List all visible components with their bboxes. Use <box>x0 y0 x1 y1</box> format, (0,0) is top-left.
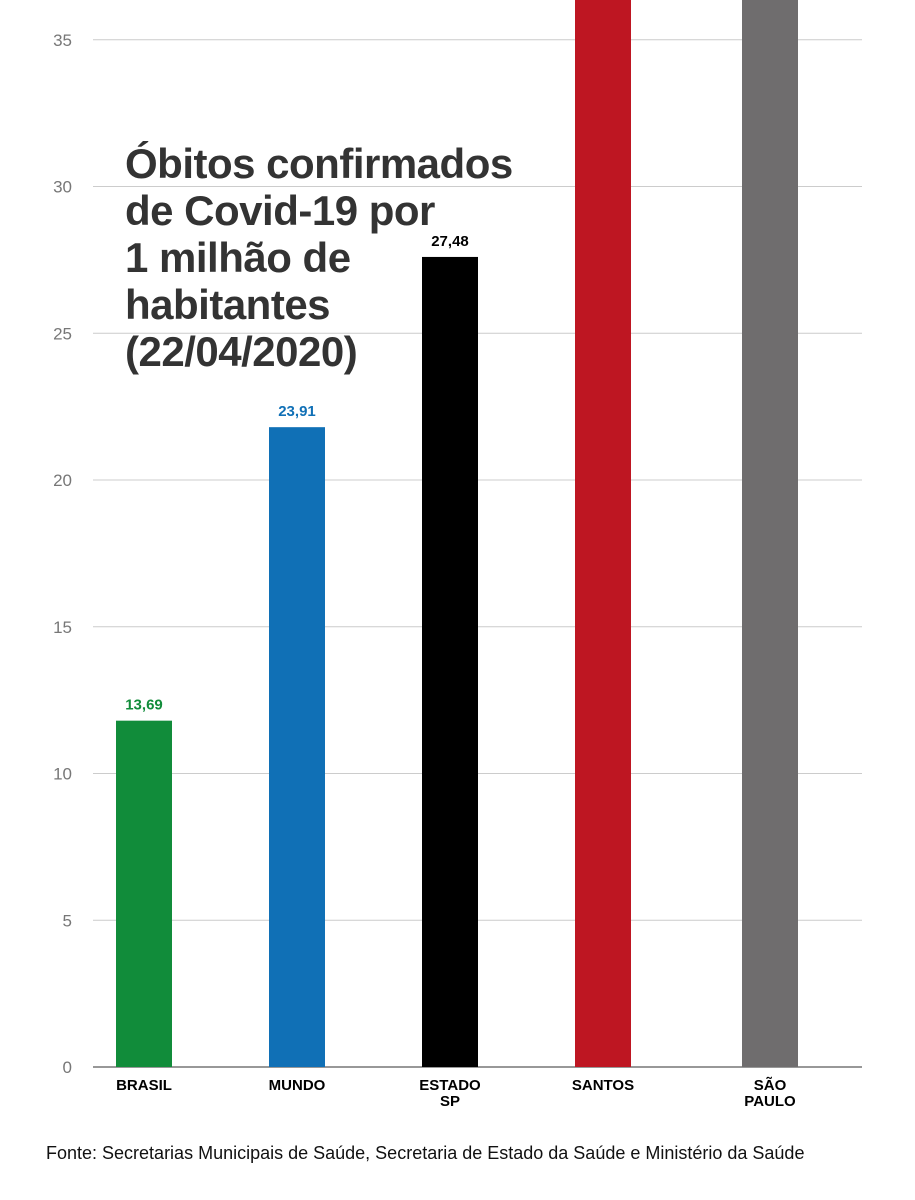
chart-title: Óbitos confirmados de Covid-19 por 1 mil… <box>125 140 565 375</box>
value-label: 13,69 <box>125 697 163 714</box>
category-label: SANTOS <box>572 1077 634 1094</box>
category-label: SP <box>440 1093 460 1110</box>
y-axis-ticks: 051015202530354045505560 <box>53 31 72 1077</box>
y-tick-label: 5 <box>63 911 72 930</box>
y-tick-label: 0 <box>63 1058 72 1077</box>
bar <box>269 427 325 1067</box>
category-label: ESTADO <box>419 1077 481 1094</box>
y-tick-label: 25 <box>53 324 72 343</box>
bar <box>575 0 631 1067</box>
y-tick-label: 20 <box>53 471 72 490</box>
y-tick-label: 15 <box>53 618 72 637</box>
value-label: 23,91 <box>278 403 316 420</box>
category-label: PAULO <box>744 1093 796 1110</box>
y-tick-label: 35 <box>53 31 72 50</box>
title-line: 1 milhão de <box>125 234 351 281</box>
y-tick-label: 10 <box>53 765 72 784</box>
bar <box>116 720 172 1067</box>
source-note: Fonte: Secretarias Municipais de Saúde, … <box>46 1143 805 1163</box>
value-label: 27,48 <box>431 233 469 250</box>
bars <box>116 0 798 1067</box>
bar <box>742 0 798 1067</box>
title-line: habitantes <box>125 281 331 328</box>
category-label: SÃO <box>754 1076 787 1094</box>
category-label: MUNDO <box>269 1077 326 1094</box>
category-label: BRASIL <box>116 1077 172 1094</box>
title-line: Óbitos confirmados <box>125 140 513 187</box>
y-tick-label: 30 <box>53 178 72 197</box>
bar <box>422 256 478 1067</box>
title-line: (22/04/2020) <box>125 328 358 375</box>
title-line: de Covid-19 por <box>125 187 435 234</box>
